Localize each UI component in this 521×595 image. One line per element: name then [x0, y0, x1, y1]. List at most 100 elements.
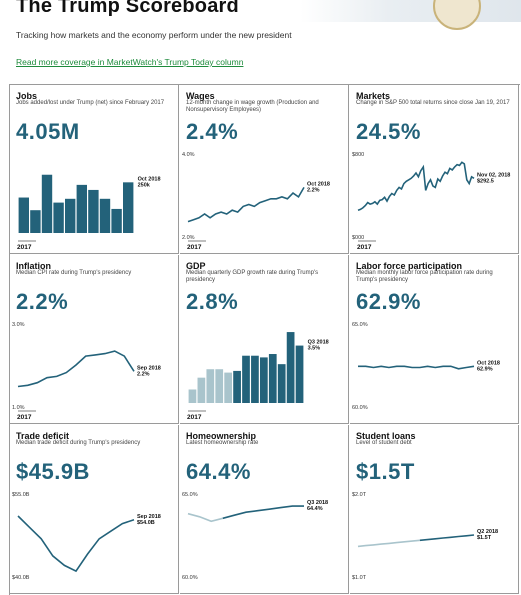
card-labor-force: Labor force participation Median monthly… — [350, 255, 519, 424]
x-axis-label: 2017 — [17, 244, 32, 251]
card-jobs: Jobs Jobs added/lost under Trump (net) s… — [10, 85, 179, 254]
last-value-date: Oct 2018 — [138, 176, 161, 182]
last-value-date: Oct 2018 — [477, 360, 500, 366]
y-tick-label: 60.0% — [352, 405, 368, 411]
card-trade-deficit: Trade deficit Median trade deficit durin… — [10, 425, 179, 594]
card-wages: Wages 12-month change in wage growth (Pr… — [180, 85, 349, 254]
card-description: Median quarterly GDP growth rate during … — [186, 270, 319, 284]
chart-bar — [65, 198, 76, 233]
last-value-date: Q2 2018 — [477, 529, 498, 535]
chart-bar — [53, 202, 64, 233]
chart-bar — [259, 357, 268, 403]
card-student-loans: Student loans Level of student debt $1.5… — [350, 425, 519, 594]
coverage-link[interactable]: Read more coverage in MarketWatch's Trum… — [16, 57, 244, 67]
last-value-label: 2.2% — [137, 371, 150, 377]
page-subtitle: Tracking how markets and the economy per… — [16, 30, 292, 40]
chart-bar — [242, 355, 250, 403]
card-gdp: GDP Median quarterly GDP growth rate dur… — [180, 255, 349, 424]
chart-bar — [233, 370, 241, 403]
last-value-label: $292.5 — [477, 178, 494, 184]
chart-bar — [188, 389, 197, 403]
card-value: 2.2% — [16, 289, 69, 314]
last-value-label: 64.4% — [307, 506, 323, 512]
last-value-label: $1.5T — [477, 535, 492, 541]
chart-line — [358, 365, 475, 370]
card-title: Homeownership — [186, 431, 257, 441]
chart-bar — [215, 369, 224, 403]
student-loans-chart: $2.0T $1.0T Q2 2018$1.5T — [352, 492, 498, 581]
chart-bar — [30, 210, 41, 233]
y-tick-label: $2.0T — [352, 492, 367, 498]
card-description: Median trade deficit during Trump's pres… — [16, 440, 141, 446]
chart-bar — [295, 345, 304, 403]
card-value: 2.8% — [186, 289, 239, 314]
chart-line — [17, 515, 135, 573]
y-tick-label: $000 — [352, 235, 364, 241]
last-value-date: Nov 02, 2018 — [477, 172, 510, 178]
x-axis-label: 2017 — [187, 414, 202, 421]
card-value: 4.05M — [16, 119, 80, 144]
card-value: $1.5T — [356, 459, 415, 484]
card-value: $45.9B — [16, 459, 90, 484]
card-title: Wages — [186, 91, 215, 101]
chart-bar — [41, 174, 53, 233]
seal-icon — [433, 0, 481, 30]
chart-line — [357, 161, 475, 211]
card-value: 2.4% — [186, 119, 239, 144]
card-description: Latest homeownership rate — [186, 440, 259, 446]
last-value-date: Oct 2018 — [307, 181, 330, 187]
y-tick-label: $40.0B — [12, 575, 30, 581]
chart-line — [419, 534, 475, 542]
card-title: GDP — [186, 261, 206, 271]
card-inflation: Inflation Median CPI rate during Trump's… — [10, 255, 179, 424]
chart-line-earlier — [357, 539, 420, 548]
last-value-date: Q3 2018 — [308, 340, 329, 346]
header-decoration — [300, 0, 521, 30]
last-value-date: Sep 2018 — [137, 514, 161, 520]
last-value-date: Q3 2018 — [307, 500, 328, 506]
chart-bar — [268, 354, 277, 403]
card-description: Change in S&P 500 total returns since cl… — [356, 100, 510, 106]
y-tick-label: 4.0% — [182, 152, 195, 158]
y-tick-label: $55.0B — [12, 492, 30, 498]
chart-bar — [224, 372, 233, 403]
card-title: Inflation — [16, 261, 51, 271]
chart-line-earlier — [187, 512, 224, 523]
chart-line — [222, 505, 304, 520]
last-value-label: 3.5% — [308, 346, 321, 352]
chart-bar — [123, 182, 134, 233]
y-tick-label: $1.0T — [352, 575, 367, 581]
card-value: 62.9% — [356, 289, 421, 314]
x-axis-label: 2017 — [187, 244, 202, 251]
chart-bar — [99, 198, 111, 233]
x-axis-label: 2017 — [17, 414, 32, 421]
card-title: Student loans — [356, 431, 416, 441]
x-axis-label: 2017 — [357, 244, 372, 251]
last-value-label: 2.2% — [307, 187, 320, 193]
y-tick-label: $800 — [352, 152, 364, 158]
chart-bar — [251, 355, 259, 403]
card-markets: Markets Change in S&P 500 total returns … — [350, 85, 519, 254]
card-title: Trade deficit — [16, 431, 70, 441]
page-title: The Trump Scoreboard — [16, 0, 239, 17]
chart-bar — [286, 332, 295, 403]
markets-chart: $800 $000 2017 Nov 02, 2018$292.5 — [352, 152, 510, 251]
card-description: Median CPI rate during Trump's presidenc… — [16, 270, 132, 276]
last-value-label: 250k — [138, 182, 151, 188]
last-value-label: 62.9% — [477, 366, 493, 372]
chart-line — [187, 186, 305, 223]
y-tick-label: 2.0% — [182, 235, 195, 241]
y-tick-label: 65.0% — [352, 322, 368, 328]
last-value-date: Sep 2018 — [137, 365, 161, 371]
card-description: Jobs added/lost under Trump (net) since … — [16, 100, 165, 106]
card-title: Labor force participation — [356, 261, 463, 271]
chart-bar — [18, 197, 29, 233]
chart-bar — [197, 377, 206, 403]
card-value: 24.5% — [356, 119, 421, 144]
